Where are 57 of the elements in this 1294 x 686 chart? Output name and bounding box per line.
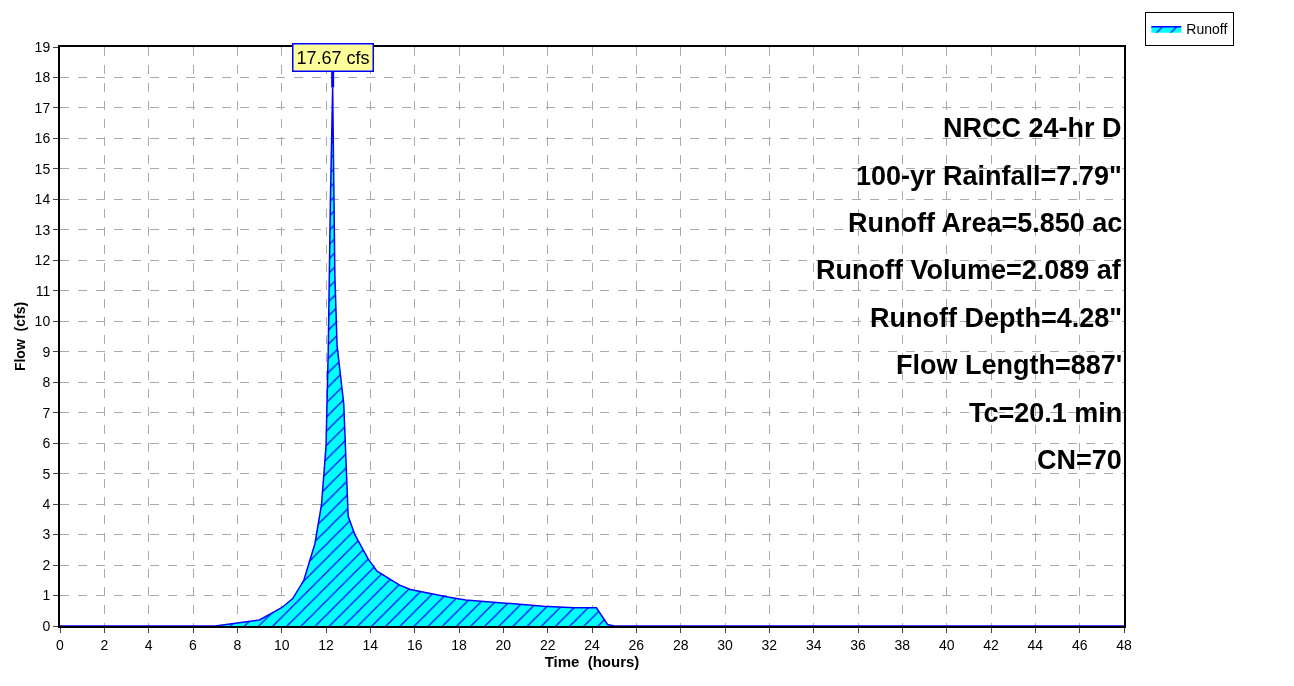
x-tick-label: 2 bbox=[100, 636, 109, 653]
x-tick-label: 10 bbox=[273, 636, 290, 653]
x-tick-label: 34 bbox=[805, 636, 822, 653]
x-tick-label: 8 bbox=[233, 636, 242, 653]
x-tick-label: 36 bbox=[850, 636, 866, 653]
annotation: Runoff Volume=2.089 af bbox=[816, 255, 1122, 285]
x-tick-label: 32 bbox=[761, 636, 778, 653]
annotation: 17.67 cfs bbox=[296, 47, 370, 68]
x-tick-label: 16 bbox=[406, 636, 423, 653]
x-tick-label: 30 bbox=[717, 636, 733, 653]
y-tick-label: 4 bbox=[42, 496, 51, 513]
y-tick-label: 12 bbox=[34, 252, 51, 269]
y-tick-label: 14 bbox=[34, 191, 51, 208]
x-tick-label: 48 bbox=[1116, 636, 1132, 653]
y-tick-label: 8 bbox=[42, 374, 51, 391]
y-tick-label: 15 bbox=[34, 160, 51, 177]
y-tick-label: 1 bbox=[42, 587, 51, 604]
annotation: Tc=20.1 min bbox=[969, 398, 1123, 428]
x-tick-label: 14 bbox=[362, 636, 379, 653]
x-tick-label: 6 bbox=[189, 636, 198, 653]
x-tick-label: 28 bbox=[672, 636, 689, 653]
y-tick-label: 17 bbox=[34, 99, 51, 116]
legend-label: Runoff bbox=[1186, 21, 1228, 38]
y-tick-label: 18 bbox=[34, 69, 51, 86]
x-tick-label: 46 bbox=[1071, 636, 1088, 653]
x-tick-label: 42 bbox=[983, 636, 999, 653]
y-tick-label: 13 bbox=[34, 221, 51, 238]
y-tick-label: 16 bbox=[34, 130, 51, 147]
annotation: Runoff Area=5.850 ac bbox=[848, 208, 1123, 238]
y-tick-label: 7 bbox=[42, 404, 51, 421]
y-tick-label: 3 bbox=[42, 526, 51, 543]
x-tick-label: 38 bbox=[894, 636, 911, 653]
y-tick-label: 10 bbox=[34, 313, 51, 330]
x-tick-label: 24 bbox=[584, 636, 600, 653]
annotation: 100-yr Rainfall=7.79" bbox=[856, 161, 1122, 191]
y-tick-label: 9 bbox=[42, 343, 51, 360]
y-tick-label: 19 bbox=[34, 38, 51, 55]
y-tick-label: 5 bbox=[42, 465, 51, 482]
y-tick-label: 0 bbox=[42, 617, 51, 634]
x-tick-label: 20 bbox=[495, 636, 512, 653]
y-tick-label: 6 bbox=[42, 435, 51, 452]
x-tick-label: 4 bbox=[144, 636, 153, 653]
annotation: NRCC 24-hr D bbox=[943, 113, 1122, 143]
annotation: Flow Length=887' bbox=[896, 350, 1123, 380]
x-tick-label: 44 bbox=[1027, 636, 1044, 653]
x-tick-label: 12 bbox=[318, 636, 334, 653]
annotation: CN=70 bbox=[1037, 445, 1122, 475]
y-axis-title: Flow (cfs) bbox=[11, 301, 28, 372]
x-tick-label: 22 bbox=[539, 636, 556, 653]
annotation: Runoff Depth=4.28" bbox=[870, 303, 1123, 333]
y-tick-label: 2 bbox=[42, 556, 51, 573]
x-tick-label: 40 bbox=[938, 636, 955, 653]
x-tick-label: 18 bbox=[451, 636, 467, 653]
y-tick-label: 11 bbox=[35, 282, 51, 299]
x-axis-title: Time (hours) bbox=[544, 652, 640, 670]
x-tick-label: 26 bbox=[628, 636, 645, 653]
x-tick-label: 0 bbox=[56, 636, 65, 653]
